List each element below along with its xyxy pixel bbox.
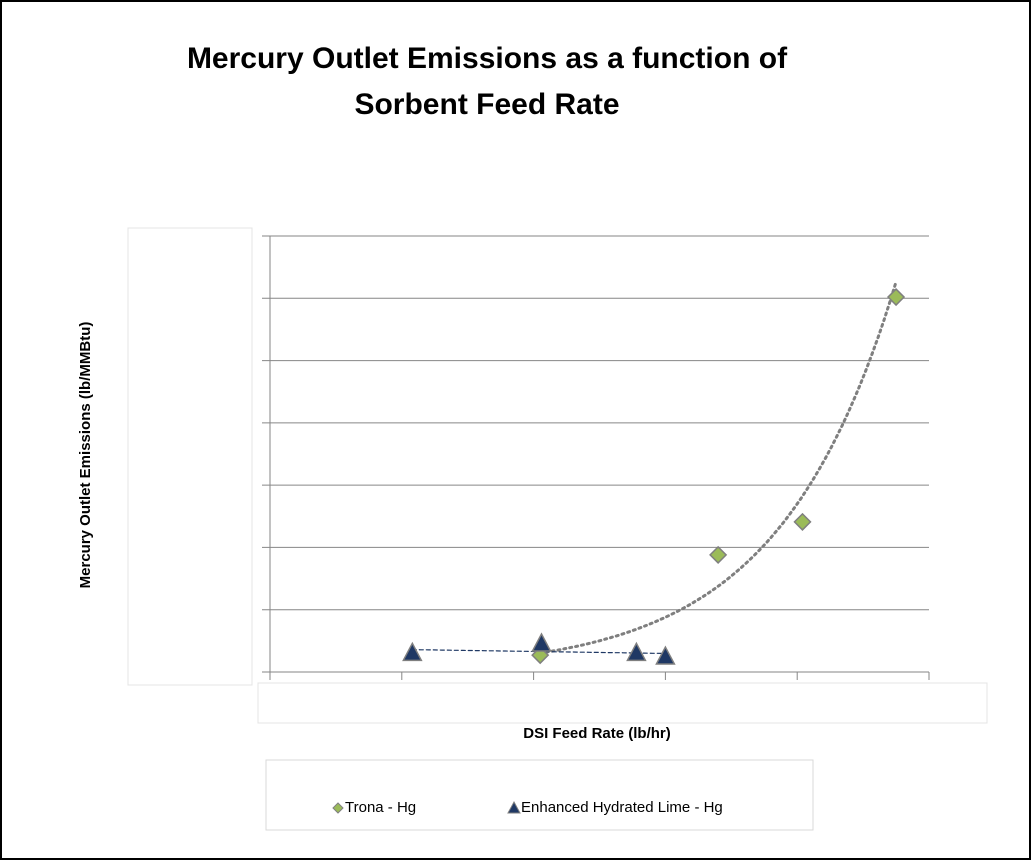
marker bbox=[793, 512, 812, 531]
y-axis-label: Mercury Outlet Emissions (lb/MMBtu) bbox=[77, 322, 94, 589]
trendline bbox=[538, 280, 898, 655]
redaction-box bbox=[127, 227, 253, 686]
marker bbox=[886, 287, 906, 307]
legend-marker bbox=[332, 802, 344, 814]
marker bbox=[531, 632, 552, 652]
redaction-box bbox=[257, 682, 988, 724]
x-axis-label: DSI Feed Rate (lb/hr) bbox=[523, 725, 671, 742]
legend-label: Trona - Hg bbox=[345, 799, 416, 816]
chart-title: Mercury Outlet Emissions as a function o… bbox=[187, 42, 788, 75]
marker bbox=[626, 641, 647, 662]
legend-label: Enhanced Hydrated Lime - Hg bbox=[521, 799, 723, 816]
chart-title: Sorbent Feed Rate bbox=[354, 88, 619, 121]
marker bbox=[709, 545, 728, 564]
legend-box bbox=[265, 759, 814, 831]
marker bbox=[655, 645, 676, 665]
legend-marker bbox=[507, 800, 521, 814]
marker bbox=[402, 641, 423, 662]
